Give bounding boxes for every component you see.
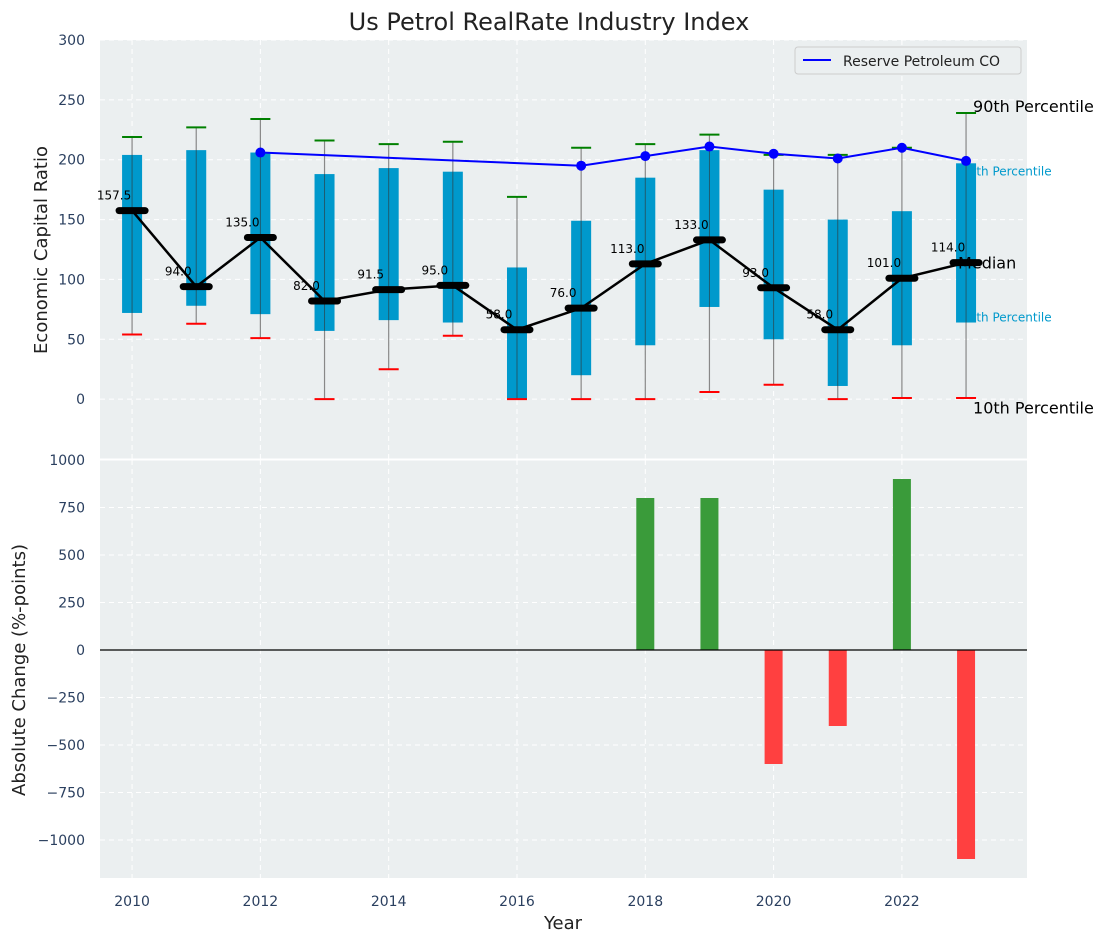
bottom-y-tick-label: −500: [47, 738, 85, 754]
legend-box: [794, 46, 1022, 75]
annotation-p90: 90th Percentile: [973, 97, 1094, 116]
change-bar: [764, 650, 783, 764]
bottom-y-tick-label: 500: [58, 548, 85, 564]
change-bar: [892, 479, 911, 650]
chart-title: Us Petrol RealRate Industry Index: [349, 8, 750, 36]
change-bar: [700, 498, 719, 650]
median-label: 91.5: [357, 268, 384, 282]
median-label: 133.0: [674, 218, 708, 232]
median-label: 114.0: [931, 241, 965, 255]
reserve-petroleum-point: [961, 155, 972, 166]
legend-label: Reserve Petroleum CO: [843, 54, 1000, 70]
x-tick-label: 2010: [114, 894, 150, 910]
median-label: 101.0: [867, 256, 901, 270]
x-tick-label: 2014: [371, 894, 407, 910]
median-label: 113.0: [610, 242, 644, 256]
x-tick-label: 2018: [627, 894, 663, 910]
median-label: 58.0: [806, 308, 833, 322]
reserve-petroleum-point: [576, 160, 587, 171]
top-y-tick-label: 250: [58, 93, 85, 109]
change-bar: [957, 650, 976, 859]
bottom-y-tick-label: −750: [47, 786, 85, 802]
median-label: 135.0: [225, 216, 259, 230]
reserve-petroleum-point: [896, 142, 907, 153]
median-label: 95.0: [421, 263, 448, 277]
median-label: 94.0: [165, 265, 192, 279]
top-y-tick-label: 200: [58, 153, 85, 169]
bottom-y-tick-label: 1000: [49, 453, 85, 469]
x-tick-label: 2020: [756, 894, 792, 910]
x-axis-label: Year: [543, 913, 583, 934]
median-label: 76.0: [550, 286, 577, 300]
bottom-y-tick-label: 750: [58, 501, 85, 517]
median-label: 157.5: [97, 189, 131, 203]
x-tick-label: 2012: [243, 894, 279, 910]
bottom-y-axis-label: Absolute Change (%-points): [9, 544, 30, 796]
x-tick-label: 2022: [884, 894, 920, 910]
reserve-petroleum-point: [768, 148, 779, 159]
annotation-q1: 25th Percentile: [961, 311, 1052, 325]
bottom-y-tick-label: 250: [58, 596, 85, 612]
top-y-tick-label: 50: [67, 332, 85, 348]
annotation-q3: 75th Percentile: [961, 165, 1052, 179]
bottom-y-tick-label: 0: [76, 643, 85, 659]
reserve-petroleum-point: [255, 147, 266, 158]
change-bar: [636, 498, 655, 650]
median-label: 82.0: [293, 279, 320, 293]
top-y-tick-label: 300: [58, 33, 85, 49]
reserve-petroleum-point: [832, 153, 843, 164]
top-y-tick-label: 100: [58, 272, 85, 288]
bottom-y-tick-label: −1000: [38, 833, 85, 849]
median-label: 93.0: [742, 266, 769, 280]
top-y-axis-label: Economic Capital Ratio: [31, 146, 52, 354]
bottom-y-tick-label: −250: [47, 691, 85, 707]
top-plot-background: [100, 40, 1027, 459]
annotation-median: Median: [958, 254, 1016, 273]
reserve-petroleum-line: [260, 145, 967, 167]
top-y-tick-label: 0: [76, 392, 85, 408]
bottom-plot-background: [100, 460, 1027, 878]
median-label: 58.0: [486, 308, 513, 322]
median-line: [131, 209, 967, 332]
reserve-petroleum-point: [704, 141, 715, 152]
reserve-petroleum-point: [640, 151, 651, 162]
change-bar: [828, 650, 847, 726]
top-y-tick-label: 150: [58, 213, 85, 229]
annotation-p10: 10th Percentile: [973, 399, 1094, 418]
x-tick-label: 2016: [499, 894, 535, 910]
